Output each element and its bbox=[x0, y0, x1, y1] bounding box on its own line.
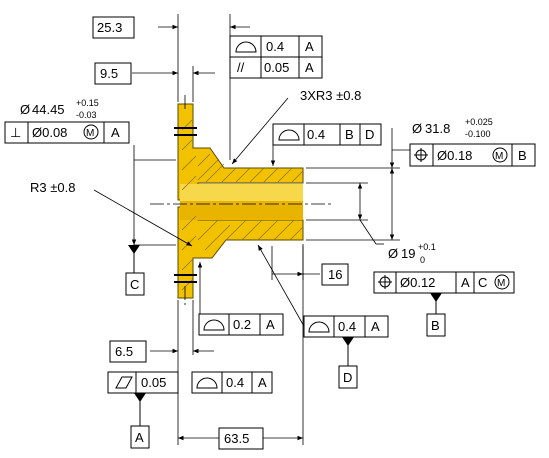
dia19-sym: Ø bbox=[388, 246, 398, 261]
fcf-position-ac: Ø0.12 A C M bbox=[373, 271, 515, 294]
fcf-profile-bottom: 0.4 A bbox=[191, 371, 273, 394]
fcf-profile-d-tol: 0.4 bbox=[338, 319, 356, 334]
fcf-profile-bot-tol: 0.4 bbox=[226, 375, 244, 390]
mmc-modifier-icon bbox=[494, 274, 510, 290]
fcf-parallel-tol: 0.05 bbox=[264, 60, 289, 75]
profile-surface-icon bbox=[308, 321, 330, 333]
dim-63-5-text: 63.5 bbox=[224, 431, 249, 446]
fcf-profile-mid: 0.2 A bbox=[198, 313, 284, 336]
fcf-pos-b-tol: Ø0.18 bbox=[437, 148, 472, 163]
fcf-parallel: // 0.05 A bbox=[229, 56, 323, 79]
datum-d-label: D bbox=[343, 370, 352, 385]
fcf-parallel-datum: A bbox=[305, 60, 314, 75]
fcf-profile-bot-datum: A bbox=[258, 375, 267, 390]
fcf-profile-bd: 0.4 B D bbox=[272, 123, 382, 146]
dim-16: 16 bbox=[321, 263, 349, 286]
dia44-lower: -0.03 bbox=[76, 110, 97, 120]
fcf-flat-tol: 0.05 bbox=[141, 375, 166, 390]
fcf-perp-tol: Ø0.08 bbox=[32, 125, 67, 140]
fcf-position-b: Ø0.18 M B bbox=[409, 143, 536, 167]
dim-9-5: 9.5 bbox=[94, 62, 132, 85]
datum-b-label: B bbox=[431, 318, 440, 333]
fcf-profile-bd-d2: D bbox=[365, 127, 374, 142]
fcf-profile-bd-tol: 0.4 bbox=[307, 127, 325, 142]
dim-25-3: 25.3 bbox=[92, 16, 135, 39]
fcf-pos-ac-d1: A bbox=[461, 275, 470, 290]
section-hatching bbox=[181, 119, 304, 291]
fcf-perp-mod: M bbox=[86, 128, 94, 139]
datum-a-label: A bbox=[135, 430, 144, 445]
fcf-perpendicularity: ⊥ Ø0.08 M A bbox=[4, 121, 130, 144]
dia19-lower: 0 bbox=[420, 255, 425, 265]
dim-r3: R3 ±0.8 bbox=[30, 180, 75, 195]
mmc-modifier-icon bbox=[492, 147, 508, 163]
profile-surface-icon bbox=[278, 129, 300, 141]
fcf-profile-top-datum: A bbox=[305, 39, 314, 54]
dia19-upper: +0.1 bbox=[418, 242, 436, 252]
flange-part bbox=[174, 103, 304, 299]
fcf-profile-d: 0.4 A bbox=[303, 315, 389, 338]
fcf-profile-mid-datum: A bbox=[266, 317, 275, 332]
position-icon bbox=[378, 275, 392, 289]
perpendicularity-icon: ⊥ bbox=[10, 125, 21, 140]
dim-9-5-text: 9.5 bbox=[100, 66, 118, 81]
dia44-upper: +0.15 bbox=[76, 98, 99, 108]
datum-c: C bbox=[125, 245, 145, 296]
fcf-pos-ac-mod: M bbox=[497, 278, 505, 289]
fcf-pos-b-datum: B bbox=[518, 148, 527, 163]
dim-dia-44-45: Ø 44.45 +0.15 -0.03 bbox=[20, 98, 99, 120]
dia44-val: 44.45 bbox=[32, 102, 65, 117]
dia31-upper: +0.025 bbox=[465, 117, 493, 127]
position-icon bbox=[414, 148, 428, 162]
profile-surface-icon bbox=[196, 377, 218, 389]
profile-surface-icon bbox=[203, 319, 225, 331]
profile-surface-icon bbox=[235, 41, 257, 53]
fcf-profile-top: 0.4 A bbox=[229, 35, 323, 58]
dim-25-3-text: 25.3 bbox=[97, 20, 122, 35]
mmc-modifier-icon bbox=[83, 124, 99, 140]
fcf-perp-datum: A bbox=[111, 125, 120, 140]
fcf-pos-ac-tol: Ø0.12 bbox=[400, 275, 435, 290]
datum-c-label: C bbox=[130, 277, 139, 292]
datum-b: B bbox=[426, 293, 446, 337]
fcf-profile-d-datum: A bbox=[371, 319, 380, 334]
dim-16-text: 16 bbox=[328, 267, 342, 282]
dim-dia-19: Ø 19 +0.1 0 bbox=[388, 242, 436, 265]
parallelism-icon: // bbox=[237, 60, 245, 75]
dim-3x-r3: 3XR3 ±0.8 bbox=[300, 88, 361, 103]
dim-6-5-text: 6.5 bbox=[115, 344, 133, 359]
dia31-sym: Ø bbox=[412, 121, 422, 136]
fcf-profile-top-tol: 0.4 bbox=[266, 39, 284, 54]
dim-63-5: 63.5 bbox=[218, 427, 264, 450]
dia44-sym: Ø bbox=[20, 102, 30, 117]
fcf-flatness: 0.05 bbox=[107, 371, 179, 394]
dim-6-5: 6.5 bbox=[109, 340, 147, 363]
fcf-pos-b-mod: M bbox=[495, 151, 503, 162]
dia31-lower: -0.100 bbox=[465, 129, 491, 139]
fcf-profile-mid-tol: 0.2 bbox=[233, 317, 251, 332]
dim-dia-31-8: Ø 31.8 +0.025 -0.100 bbox=[412, 117, 493, 139]
flatness-icon bbox=[115, 376, 133, 389]
dia19-val: 19 bbox=[401, 246, 415, 261]
datum-a: A bbox=[130, 393, 150, 449]
fcf-profile-bd-d1: B bbox=[345, 127, 354, 142]
dia31-val: 31.8 bbox=[425, 121, 450, 136]
datum-d: D bbox=[338, 337, 358, 389]
fcf-pos-ac-d2: C bbox=[478, 275, 487, 290]
